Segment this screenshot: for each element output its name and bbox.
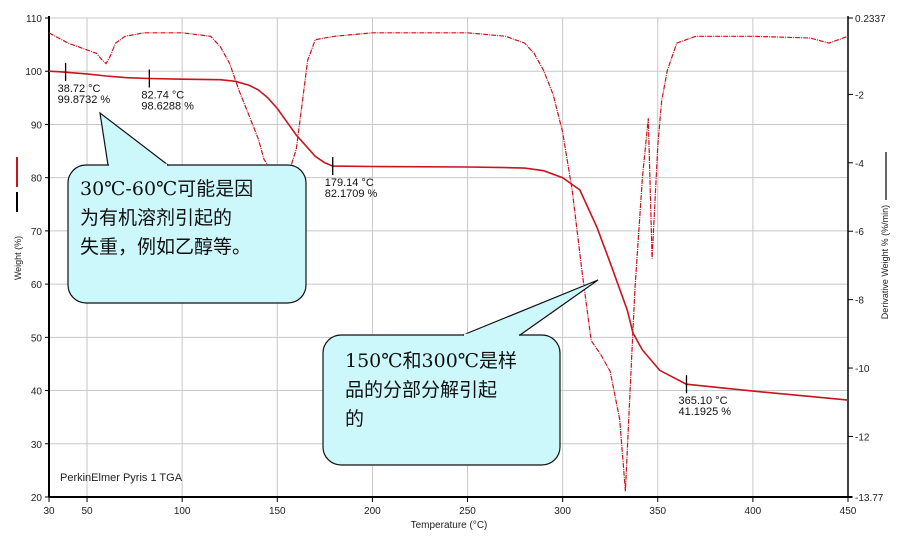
x-tick-label: 350 — [649, 506, 666, 517]
y2-tick-label: -6 — [855, 227, 864, 238]
instrument-label: PerkinElmer Pyris 1 TGA — [60, 472, 183, 484]
callouts: 30℃-60℃可能是因为有机溶剂引起的失重，例如乙醇等。150℃和300℃是样品… — [67, 111, 599, 466]
y-tick-label: 40 — [31, 387, 43, 398]
x-tick-label: 200 — [364, 506, 381, 517]
callout-text: 品的分部分解引起 — [345, 379, 497, 401]
x-tick-label: 50 — [81, 506, 93, 517]
axes: 30 50 100 150 200 250 300 350 400 450203040506070… — [25, 14, 886, 517]
y2-tick-label: -10 — [855, 364, 870, 375]
y-tick-label: 70 — [31, 227, 43, 238]
y2-tick-label: 0.2337 — [855, 14, 886, 25]
y2-tick-label: -13.77 — [855, 493, 884, 504]
y-tick-label: 20 — [31, 493, 43, 504]
y-axis-label: Weight (%) — [13, 236, 23, 280]
y2-tick-label: -8 — [855, 296, 864, 307]
callout-tail — [462, 279, 599, 336]
y-tick-label: 100 — [25, 67, 42, 78]
annotation-weight: 82.1709 % — [325, 188, 378, 200]
annotation-weight: 99.8732 % — [58, 94, 111, 106]
y-tick-label: 30 — [31, 440, 43, 451]
callout-text: 30℃-60℃可能是因 — [80, 178, 253, 200]
annotation-temp: 38.72 °C — [58, 83, 101, 95]
y2-axis-label: Derivative Weight % (%/min) — [880, 205, 890, 319]
x-tick-label: 150 — [269, 506, 286, 517]
x-tick-label: 250 — [459, 506, 476, 517]
annotation-temp: 82.74 °C — [141, 90, 184, 102]
x-tick-label: 30 — [43, 506, 55, 517]
callout-text: 的 — [345, 408, 364, 430]
callout-text: 150℃和300℃是样 — [345, 350, 517, 372]
y-tick-label: 60 — [31, 280, 43, 291]
x-axis-label: Temperature (°C) — [411, 520, 488, 531]
callout-tail — [99, 111, 170, 166]
annotations: 38.72 °C99.8732 % 82.74 °C98.6288 % 179.14… — [58, 62, 731, 418]
y-tick-label: 90 — [31, 120, 43, 131]
y-tick-label: 50 — [31, 333, 43, 344]
x-tick-label: 100 — [174, 506, 191, 517]
y2-tick-label: -12 — [855, 432, 870, 443]
annotation-temp: 179.14 °C — [325, 177, 374, 189]
x-tick-label: 450 — [840, 506, 857, 517]
derivative-curve — [48, 32, 849, 492]
annotation-weight: 41.1925 % — [678, 406, 731, 418]
series — [48, 32, 849, 492]
y2-tick-label: -4 — [855, 159, 864, 170]
y2-tick-label: -2 — [855, 90, 864, 101]
weight-curve — [48, 70, 849, 401]
x-tick-label: 300 — [554, 506, 571, 517]
callout-text: 失重，例如乙醇等。 — [80, 236, 251, 258]
y-tick-label: 80 — [31, 174, 43, 185]
annotation-temp: 365.10 °C — [678, 395, 727, 407]
callout-text: 为有机溶剂引起的 — [80, 207, 232, 229]
annotation-weight: 98.6288 % — [141, 101, 194, 113]
x-tick-label: 400 — [745, 506, 762, 517]
y-tick-label: 110 — [26, 14, 42, 25]
